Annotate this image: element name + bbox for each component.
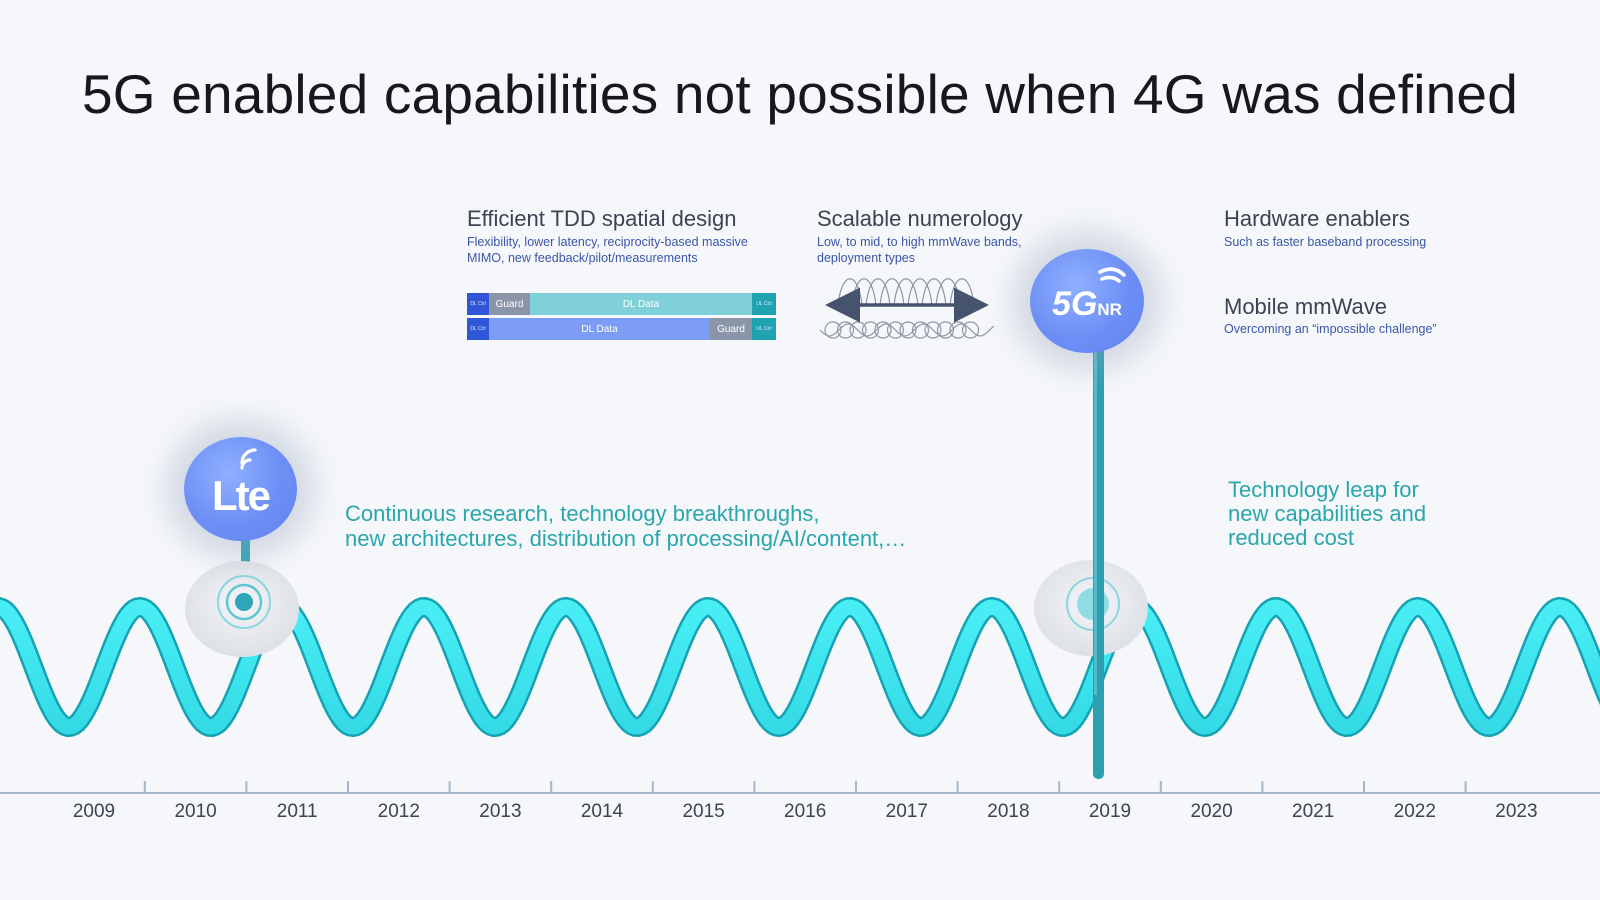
hardware-title: Hardware enablers <box>1224 206 1410 231</box>
year-label: 2013 <box>479 801 522 822</box>
tdd-description: Flexibility, lower latency, reciprocity-… <box>467 235 748 265</box>
year-label: 2023 <box>1495 801 1538 822</box>
dl-ctrl-segment: DL Ctrl <box>467 318 489 340</box>
5g-nr-icon: 5GNR <box>1030 249 1144 353</box>
year-label: 2011 <box>276 801 318 822</box>
tdd-frame-diagram: DL Ctrl Guard DL Data UL Ctrl DL Ctrl DL… <box>467 293 776 341</box>
year-label: 2014 <box>580 801 624 822</box>
year-label: 2016 <box>784 801 827 822</box>
leap-callout: Technology leap for new capabilities and… <box>1228 477 1427 550</box>
5g-label: 5G <box>1052 284 1098 323</box>
year-axis-labels: 2009 2010 2011 2012 2013 2014 2015 2016 2017 2018… <box>0 793 1600 823</box>
year-label: 2021 <box>1292 801 1335 822</box>
year-label: 2012 <box>377 801 420 822</box>
guard-segment: Guard <box>710 318 752 340</box>
mmwave-description: Overcoming an “impossible challenge” <box>1224 322 1437 336</box>
nr-label: NR <box>1097 299 1122 319</box>
lte-icon: Lte <box>184 437 297 541</box>
year-label: 2015 <box>682 801 725 822</box>
year-label: 2009 <box>72 801 116 822</box>
lte-node <box>185 530 299 657</box>
dl-ctrl-segment: DL Ctrl <box>467 293 489 315</box>
year-label: 2022 <box>1393 801 1436 822</box>
year-label: 2010 <box>174 801 217 822</box>
year-label: 2019 <box>1088 801 1132 822</box>
hardware-description: Such as faster baseband processing <box>1224 235 1427 249</box>
5g-node <box>1034 345 1148 779</box>
research-callout: Continuous research, technology breakthr… <box>345 501 907 551</box>
guard-segment: Guard <box>489 293 530 315</box>
mmwave-title: Mobile mmWave <box>1224 294 1387 319</box>
numerology-description: Low, to mid, to high mmWave bands, deplo… <box>817 235 1022 265</box>
numerology-illustration <box>819 278 995 339</box>
slide-title: 5G enabled capabilities not possible whe… <box>81 63 1519 125</box>
ul-ctrl-segment: UL Ctrl <box>752 293 776 315</box>
tdd-title: Efficient TDD spatial design <box>467 206 737 231</box>
ul-ctrl-segment: UL Ctrl <box>752 318 776 340</box>
year-label: 2020 <box>1190 801 1233 822</box>
lte-label: Lte <box>212 472 271 519</box>
year-label: 2018 <box>987 801 1030 822</box>
year-label: 2017 <box>885 801 928 822</box>
dl-data-segment: DL Data <box>489 318 710 340</box>
dl-data-segment: DL Data <box>530 293 752 315</box>
numerology-title: Scalable numerology <box>817 206 1023 231</box>
